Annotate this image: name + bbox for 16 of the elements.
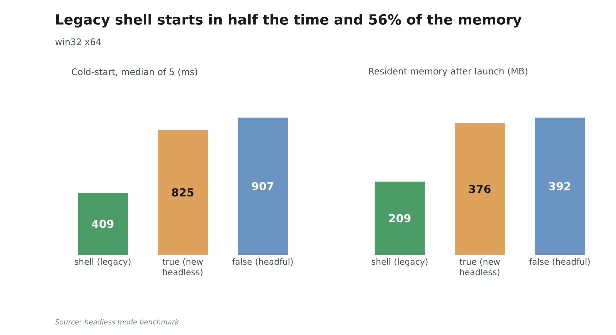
data-label: 409	[92, 220, 114, 228]
x-tick-label: true (new headless)	[460, 258, 500, 277]
x-tick-label: true (new headless)	[162, 258, 204, 277]
text: Legacy shell starts in half the time and 56% of the memory	[56, 14, 522, 28]
data-label: 209	[389, 214, 411, 223]
x-tick-label: shell (legacy)	[75, 258, 131, 267]
data-label: 392	[549, 182, 570, 191]
x-tick-label: false (headful)	[529, 258, 590, 266]
data-label: 825	[172, 188, 194, 197]
text: win32 x64	[56, 38, 102, 46]
x-tick-label: shell (legacy)	[372, 258, 428, 267]
chart-title: Cold-start, median of 5 (ms)	[72, 68, 198, 77]
data-label: 376	[469, 185, 491, 194]
chart-title: Resident memory after launch (MB)	[369, 68, 528, 76]
x-tick-label: false (headful)	[232, 258, 293, 266]
data-label: 907	[252, 182, 274, 191]
